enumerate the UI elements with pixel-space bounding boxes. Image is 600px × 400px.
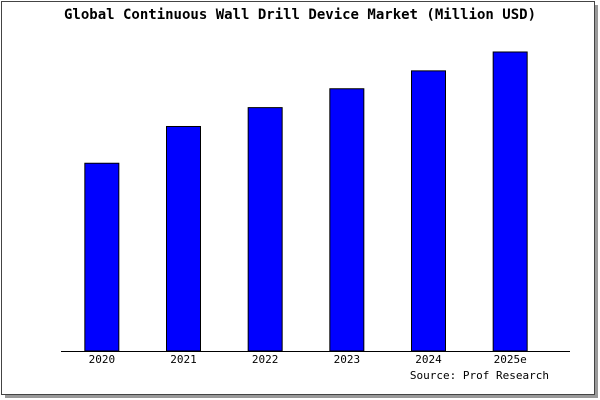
- bar: [492, 51, 528, 352]
- x-tick-label: 2023: [334, 353, 361, 366]
- chart-title: Global Continuous Wall Drill Device Mark…: [64, 7, 536, 23]
- x-tick-label: 2025e: [494, 353, 527, 366]
- bar: [166, 125, 201, 352]
- x-tick-label: 2024: [415, 353, 442, 366]
- source-note: Source: Prof Research: [410, 369, 549, 382]
- bar: [411, 70, 446, 352]
- x-tick-label: 2020: [89, 353, 116, 366]
- x-tick-label: 2022: [252, 353, 279, 366]
- bar: [84, 162, 120, 352]
- bar: [247, 107, 283, 352]
- x-tick-label: 2021: [170, 353, 197, 366]
- bar: [329, 88, 365, 352]
